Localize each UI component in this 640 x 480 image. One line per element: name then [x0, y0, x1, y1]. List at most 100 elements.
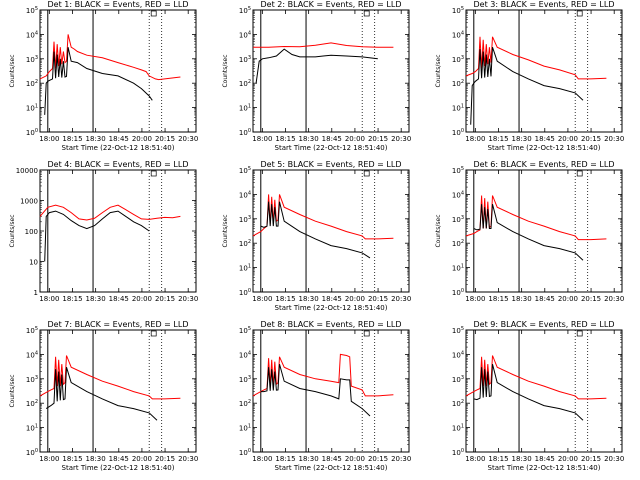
chart-panel-9: Det 9: BLACK = Events, RED = LLD 100 101 10…: [452, 320, 624, 472]
x-tick-label: 18:30: [512, 135, 532, 143]
marker-box: [150, 10, 157, 17]
x-tick-label: 20:15: [155, 295, 175, 303]
y-axis-label: Counts/sec: [9, 374, 16, 407]
y-axis-label: Counts/sec: [9, 214, 16, 247]
y-tick-label: 102: [452, 79, 464, 88]
y-tick-label: 104: [26, 350, 38, 359]
y-axis-label: Counts/sec: [9, 54, 16, 87]
series-line-events: [260, 363, 371, 417]
y-tick-label: 105: [26, 326, 38, 335]
x-tick-label: 18:45: [535, 135, 555, 143]
x-tick-label: 18:15: [275, 135, 295, 143]
x-axis-label: Start Time (22-Oct-12 18:51:40): [62, 144, 175, 152]
x-tick-label: 18:45: [109, 295, 129, 303]
y-tick-label: 102: [239, 79, 251, 88]
x-tick-label: 18:00: [465, 135, 485, 143]
y-tick-label: 101: [26, 104, 38, 113]
y-tick-label: 100: [239, 128, 251, 137]
y-tick-label: 100: [25, 228, 38, 236]
plot-frame: [252, 329, 410, 453]
plot-frame: [252, 169, 410, 293]
chart-panel-2: Det 2: BLACK = Events, RED = LLD 100 101 10…: [222, 0, 411, 152]
y-tick-label: 102: [26, 79, 38, 88]
chart-panel-1: Det 1: BLACK = Events, RED = LLD 100 101 10…: [9, 0, 198, 152]
series-line-events: [44, 210, 150, 262]
x-tick-label: 20:30: [178, 135, 198, 143]
series-line-lld: [39, 34, 181, 81]
plot-frame: [465, 169, 623, 293]
y-tick-label: 100: [452, 288, 464, 297]
y-tick-label: 105: [239, 166, 251, 175]
y-tick-label: 105: [452, 166, 464, 175]
y-tick-label: 104: [239, 30, 251, 39]
y-tick-label: 103: [452, 215, 464, 224]
series-line-lld: [465, 36, 607, 80]
panel-title: Det 3: BLACK = Events, RED = LLD: [474, 0, 615, 9]
y-tick-label: 105: [239, 326, 251, 335]
y-tick-label: 100: [239, 448, 251, 457]
plot-frame: [39, 9, 197, 133]
marker-box: [576, 170, 583, 177]
x-tick-label: 20:00: [345, 295, 365, 303]
marker-box: [363, 330, 370, 337]
y-tick-label: 102: [239, 239, 251, 248]
x-tick-label: 20:30: [391, 295, 411, 303]
x-tick-label: 20:15: [581, 295, 601, 303]
x-tick-label: 20:15: [368, 455, 388, 463]
y-tick-label: 102: [452, 239, 464, 248]
y-tick-label: 105: [239, 6, 251, 15]
x-tick-label: 20:15: [155, 455, 175, 463]
series-line-events: [44, 47, 153, 115]
y-tick-label: 10000: [16, 167, 38, 175]
panel-title: Det 7: BLACK = Events, RED = LLD: [48, 320, 189, 329]
panel-title: Det 9: BLACK = Events, RED = LLD: [474, 320, 615, 329]
x-tick-label: 20:30: [391, 455, 411, 463]
x-tick-label: 20:30: [604, 135, 624, 143]
y-tick-label: 104: [26, 30, 38, 39]
x-tick-label: 20:00: [132, 455, 152, 463]
panel-title: Det 1: BLACK = Events, RED = LLD: [48, 0, 189, 9]
marker-box: [363, 10, 370, 17]
y-tick-label: 100: [452, 448, 464, 457]
y-axis-label: Counts/sec: [435, 214, 442, 247]
x-tick-label: 18:00: [252, 135, 272, 143]
x-tick-label: 18:00: [39, 295, 59, 303]
y-axis-label: Counts/sec: [435, 54, 442, 87]
marker-box: [576, 330, 583, 337]
x-tick-label: 18:15: [488, 135, 508, 143]
marker-box: [363, 170, 370, 177]
plot-frame: [465, 9, 623, 133]
series-line-events: [255, 48, 378, 84]
y-tick-label: 100: [452, 128, 464, 137]
x-axis-label: Start Time (22-Oct-12 18:51:40): [275, 144, 388, 152]
y-tick-label: 103: [452, 375, 464, 384]
y-tick-label: 103: [239, 215, 251, 224]
plot-frame: [252, 9, 410, 133]
y-tick-label: 102: [452, 399, 464, 408]
chart-panel-8: Det 8: BLACK = Events, RED = LLD 100 101 10…: [239, 320, 411, 472]
x-tick-label: 18:15: [488, 455, 508, 463]
panel-title: Det 8: BLACK = Events, RED = LLD: [261, 320, 402, 329]
x-tick-label: 20:30: [604, 455, 624, 463]
series-line-lld: [252, 353, 394, 397]
x-tick-label: 20:00: [345, 135, 365, 143]
x-tick-label: 18:30: [86, 455, 106, 463]
panel-title: Det 6: BLACK = Events, RED = LLD: [474, 160, 615, 169]
y-tick-label: 104: [239, 350, 251, 359]
x-tick-label: 18:15: [275, 455, 295, 463]
x-axis-label: Start Time (22-Oct-12 18:51:40): [62, 464, 175, 472]
x-tick-label: 18:45: [322, 135, 342, 143]
x-tick-label: 20:15: [581, 135, 601, 143]
x-tick-label: 18:00: [39, 135, 59, 143]
x-tick-label: 18:15: [62, 295, 82, 303]
marker-box: [150, 330, 157, 337]
plot-frame: [39, 169, 197, 293]
y-tick-label: 100: [239, 288, 251, 297]
x-tick-label: 18:00: [252, 455, 272, 463]
y-tick-label: 101: [239, 104, 251, 113]
x-tick-label: 18:45: [109, 455, 129, 463]
x-tick-label: 18:30: [512, 295, 532, 303]
x-tick-label: 18:15: [488, 295, 508, 303]
panel-title: Det 4: BLACK = Events, RED = LLD: [48, 160, 189, 169]
